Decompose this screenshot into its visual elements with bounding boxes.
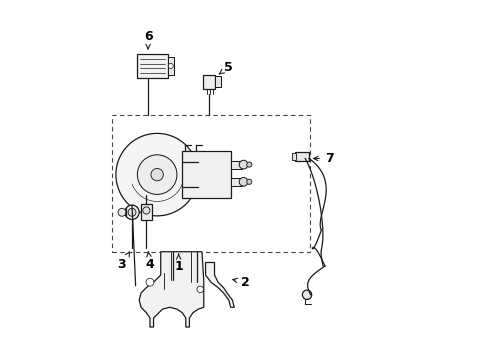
Circle shape bbox=[118, 208, 126, 216]
Circle shape bbox=[247, 162, 252, 167]
Circle shape bbox=[151, 168, 163, 181]
Bar bbox=[215, 76, 221, 87]
Text: 3: 3 bbox=[118, 252, 130, 271]
Circle shape bbox=[197, 286, 203, 293]
Circle shape bbox=[125, 205, 139, 220]
Bar bbox=[141, 204, 152, 220]
Bar bbox=[182, 151, 231, 198]
Circle shape bbox=[302, 290, 312, 300]
Circle shape bbox=[247, 179, 252, 184]
Circle shape bbox=[143, 207, 150, 214]
Text: 7: 7 bbox=[314, 152, 334, 165]
Bar bbox=[295, 152, 309, 161]
Polygon shape bbox=[139, 252, 204, 327]
Bar bbox=[137, 54, 168, 78]
Circle shape bbox=[116, 134, 198, 216]
Circle shape bbox=[137, 155, 177, 194]
Circle shape bbox=[168, 63, 173, 68]
Circle shape bbox=[146, 278, 154, 286]
Bar bbox=[168, 57, 173, 75]
Text: 2: 2 bbox=[233, 276, 249, 289]
Bar bbox=[112, 116, 310, 252]
Circle shape bbox=[239, 177, 248, 186]
Text: 4: 4 bbox=[146, 252, 154, 271]
Text: 5: 5 bbox=[219, 60, 233, 74]
Circle shape bbox=[128, 208, 136, 216]
Text: 6: 6 bbox=[144, 30, 152, 49]
Bar bbox=[292, 153, 296, 159]
Polygon shape bbox=[205, 262, 234, 307]
Text: 1: 1 bbox=[174, 254, 183, 273]
Bar bbox=[231, 178, 242, 186]
Bar bbox=[203, 75, 215, 89]
Circle shape bbox=[239, 160, 248, 169]
Bar bbox=[231, 161, 242, 168]
